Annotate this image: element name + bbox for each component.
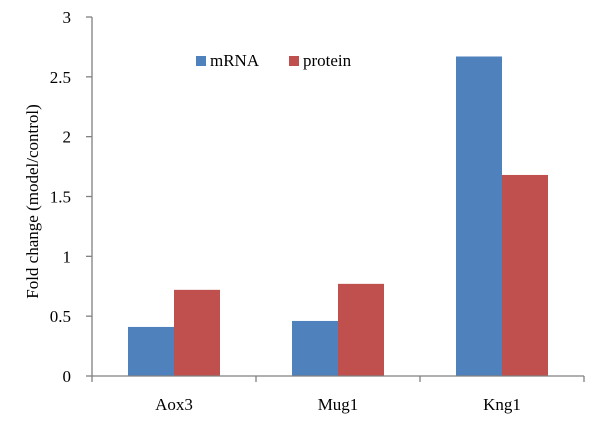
bar-mrna-aox3 [128,326,174,376]
x-tick-label: Aox3 [155,395,193,414]
legend: mRNA protein [196,51,352,70]
y-tick-label: 0 [63,367,72,386]
x-ticks-group: Aox3 Mug1 Kng1 [91,376,585,414]
y-tick-label: 2.5 [50,68,71,87]
legend-label-mrna: mRNA [210,51,260,70]
bar-protein-aox3 [174,289,220,376]
y-tick-label: 2 [63,128,72,147]
y-ticks-group: 0 0.5 1 1.5 2 2.5 3 [50,8,92,386]
legend-swatch-protein [289,56,299,66]
y-tick-label: 3 [63,8,72,27]
y-tick-label: 0.5 [50,307,71,326]
bar-mrna-mug1 [292,320,338,376]
bar-mrna-kng1 [456,56,502,377]
x-tick-label: Kng1 [483,395,521,414]
y-tick-label: 1 [63,247,72,266]
x-tick-label: Mug1 [318,395,359,414]
bars-group [128,56,548,377]
legend-swatch-mrna [196,56,206,66]
y-tick-label: 1.5 [50,188,71,207]
bar-protein-mug1 [338,283,384,376]
bar-protein-kng1 [502,174,548,376]
y-axis-title: Fold change (model/control) [23,104,42,299]
legend-label-protein: protein [303,51,352,70]
